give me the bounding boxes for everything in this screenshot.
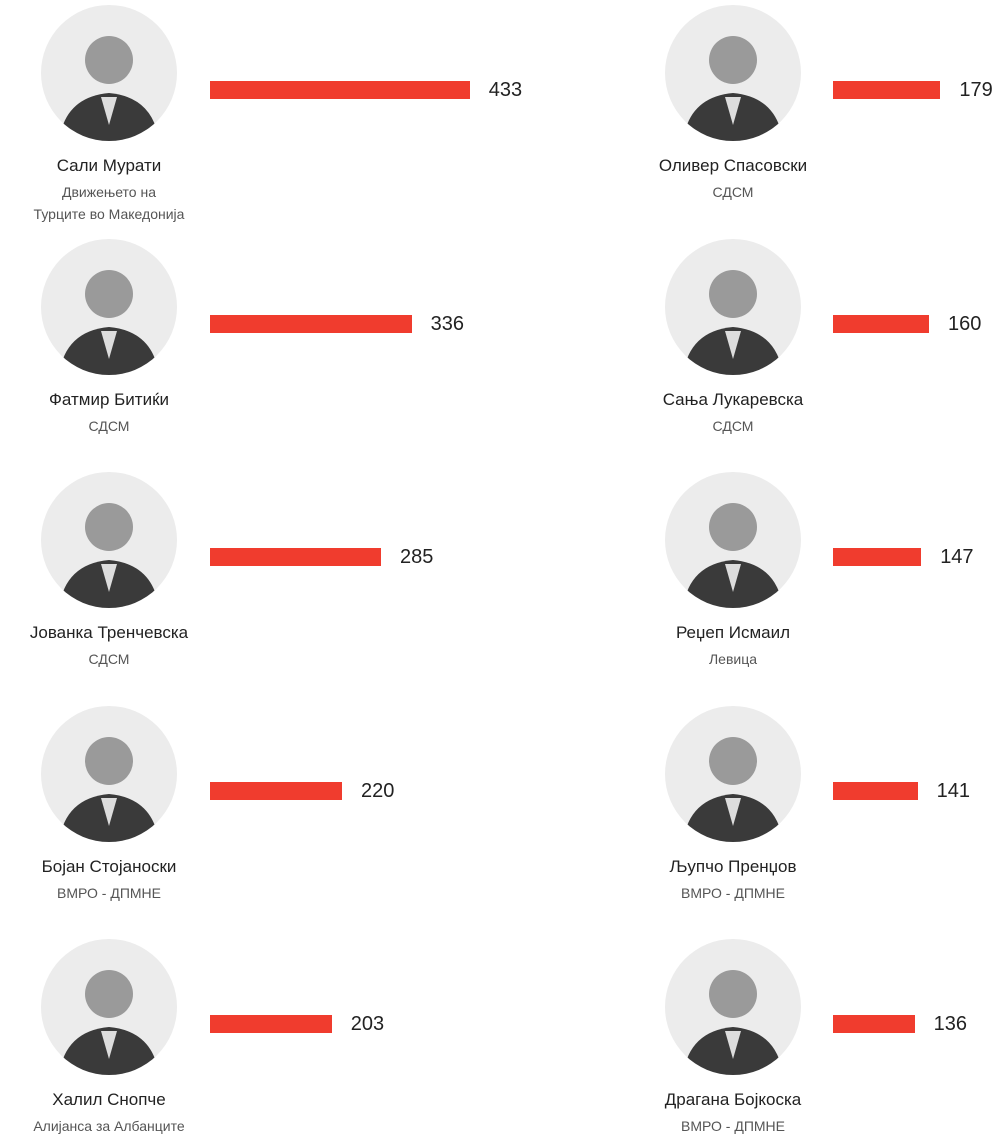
bar [833,315,929,333]
person-name: Бојан Стојаноски [0,857,229,877]
photo [665,239,801,375]
bar [833,782,918,800]
party: ВМРО - ДПМНЕ [0,882,229,904]
value-label: 147 [940,545,973,569]
photo [665,5,801,141]
bar [833,548,921,566]
bar [210,315,412,333]
party: СДСМ [0,415,229,437]
party: Движењето на Турците во Македонија [0,181,229,225]
party: СДСМ [0,648,229,670]
party: Левица [613,648,853,670]
value-label: 203 [351,1012,384,1036]
photo [41,706,177,842]
photo [665,472,801,608]
silhouette [665,472,801,608]
silhouette [665,706,801,842]
bar [210,81,470,99]
silhouette [41,939,177,1075]
party: ВМРО - ДПМНЕ [613,882,853,904]
chart: Сали Мурати Движењето на Турците во Макед… [0,0,1000,1137]
photo [41,939,177,1075]
value-label: 285 [400,545,433,569]
silhouette [665,939,801,1075]
silhouette [665,239,801,375]
value-label: 433 [489,78,522,102]
silhouette [41,5,177,141]
photo [665,706,801,842]
person-name: Јованка Тренчевска [0,623,229,643]
silhouette [41,706,177,842]
party: ВМРО - ДПМНЕ [613,1115,853,1137]
bar [833,1015,915,1033]
value-label: 336 [431,312,464,336]
silhouette [665,5,801,141]
bar [210,1015,332,1033]
bar [210,782,342,800]
value-label: 141 [937,779,970,803]
bar [210,548,381,566]
value-label: 179 [959,78,992,102]
person-name: Халил Снопче [0,1090,229,1110]
person-name: Оливер Спасовски [613,156,853,176]
photo [665,939,801,1075]
party: СДСМ [613,181,853,203]
person-name: Драгана Бојкоска [613,1090,853,1110]
silhouette [41,239,177,375]
person-name: Сања Лукаревска [613,390,853,410]
photo [41,472,177,608]
person-name: Реџеп Исмаил [613,623,853,643]
bar [833,81,940,99]
party: СДСМ [613,415,853,437]
person-name: Фатмир Битиќи [0,390,229,410]
silhouette [41,472,177,608]
person-name: Љупчо Пренџов [613,857,853,877]
value-label: 160 [948,312,981,336]
person-name: Сали Мурати [0,156,229,176]
value-label: 220 [361,779,394,803]
value-label: 136 [934,1012,967,1036]
photo [41,5,177,141]
photo [41,239,177,375]
party: Алијанса за Албанците [0,1115,229,1137]
